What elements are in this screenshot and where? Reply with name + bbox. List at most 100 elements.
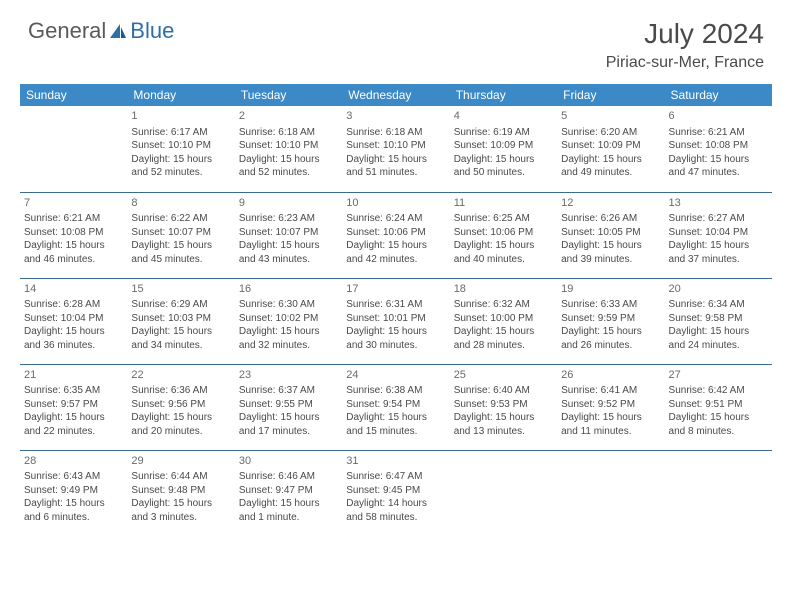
day-number: 31 bbox=[346, 454, 445, 469]
day-info-line: Daylight: 15 hours bbox=[131, 411, 230, 425]
day-info-line: Sunset: 10:00 PM bbox=[454, 312, 553, 326]
day-info-line: Sunset: 9:57 PM bbox=[24, 398, 123, 412]
calendar-day-cell: 12Sunrise: 6:26 AMSunset: 10:05 PMDaylig… bbox=[557, 192, 664, 278]
calendar-week-row: 21Sunrise: 6:35 AMSunset: 9:57 PMDayligh… bbox=[20, 364, 772, 450]
day-info-line: and 11 minutes. bbox=[561, 425, 660, 439]
calendar-day-cell: 20Sunrise: 6:34 AMSunset: 9:58 PMDayligh… bbox=[665, 278, 772, 364]
day-info-line: and 30 minutes. bbox=[346, 339, 445, 353]
day-info-line: Daylight: 15 hours bbox=[239, 153, 338, 167]
calendar-day-cell: 6Sunrise: 6:21 AMSunset: 10:08 PMDayligh… bbox=[665, 106, 772, 192]
day-number: 11 bbox=[454, 196, 553, 211]
calendar-week-row: 1Sunrise: 6:17 AMSunset: 10:10 PMDayligh… bbox=[20, 106, 772, 192]
day-number: 4 bbox=[454, 109, 553, 124]
calendar-day-cell bbox=[450, 450, 557, 536]
weekday-header: Thursday bbox=[450, 84, 557, 106]
day-info-line: and 45 minutes. bbox=[131, 253, 230, 267]
day-number: 6 bbox=[669, 109, 768, 124]
calendar-day-cell: 10Sunrise: 6:24 AMSunset: 10:06 PMDaylig… bbox=[342, 192, 449, 278]
day-number: 22 bbox=[131, 368, 230, 383]
day-info-line: and 6 minutes. bbox=[24, 511, 123, 525]
logo-sail-icon bbox=[108, 22, 128, 40]
day-info-line: Sunset: 10:10 PM bbox=[131, 139, 230, 153]
calendar-day-cell: 18Sunrise: 6:32 AMSunset: 10:00 PMDaylig… bbox=[450, 278, 557, 364]
day-info-line: and 52 minutes. bbox=[131, 166, 230, 180]
day-info-line: Daylight: 15 hours bbox=[24, 497, 123, 511]
day-number: 9 bbox=[239, 196, 338, 211]
day-info-line: Sunrise: 6:29 AM bbox=[131, 298, 230, 312]
day-info-line: Daylight: 15 hours bbox=[561, 153, 660, 167]
day-info-line: and 46 minutes. bbox=[24, 253, 123, 267]
weekday-header: Sunday bbox=[20, 84, 127, 106]
day-info-line: Daylight: 15 hours bbox=[454, 153, 553, 167]
day-info-line: Daylight: 15 hours bbox=[669, 153, 768, 167]
day-number: 23 bbox=[239, 368, 338, 383]
day-number: 24 bbox=[346, 368, 445, 383]
day-info-line: Daylight: 15 hours bbox=[239, 325, 338, 339]
calendar-day-cell: 11Sunrise: 6:25 AMSunset: 10:06 PMDaylig… bbox=[450, 192, 557, 278]
day-info-line: Sunset: 9:48 PM bbox=[131, 484, 230, 498]
day-number: 3 bbox=[346, 109, 445, 124]
day-info-line: Sunrise: 6:28 AM bbox=[24, 298, 123, 312]
day-info-line: and 26 minutes. bbox=[561, 339, 660, 353]
day-number: 2 bbox=[239, 109, 338, 124]
day-info-line: and 50 minutes. bbox=[454, 166, 553, 180]
day-info-line: Sunrise: 6:38 AM bbox=[346, 384, 445, 398]
day-info-line: Sunrise: 6:37 AM bbox=[239, 384, 338, 398]
day-info-line: Sunset: 10:06 PM bbox=[454, 226, 553, 240]
day-info-line: Sunset: 10:09 PM bbox=[454, 139, 553, 153]
calendar-day-cell: 28Sunrise: 6:43 AMSunset: 9:49 PMDayligh… bbox=[20, 450, 127, 536]
day-info-line: Sunrise: 6:31 AM bbox=[346, 298, 445, 312]
day-info-line: Sunset: 9:47 PM bbox=[239, 484, 338, 498]
calendar-day-cell: 17Sunrise: 6:31 AMSunset: 10:01 PMDaylig… bbox=[342, 278, 449, 364]
day-info-line: Daylight: 14 hours bbox=[346, 497, 445, 511]
day-number: 8 bbox=[131, 196, 230, 211]
day-info-line: Daylight: 15 hours bbox=[346, 153, 445, 167]
day-info-line: Sunset: 10:06 PM bbox=[346, 226, 445, 240]
day-number: 30 bbox=[239, 454, 338, 469]
day-info-line: and 28 minutes. bbox=[454, 339, 553, 353]
day-info-line: Daylight: 15 hours bbox=[669, 411, 768, 425]
day-info-line: Sunset: 10:02 PM bbox=[239, 312, 338, 326]
calendar-week-row: 7Sunrise: 6:21 AMSunset: 10:08 PMDayligh… bbox=[20, 192, 772, 278]
calendar-day-cell: 30Sunrise: 6:46 AMSunset: 9:47 PMDayligh… bbox=[235, 450, 342, 536]
weekday-header-row: Sunday Monday Tuesday Wednesday Thursday… bbox=[20, 84, 772, 106]
day-info-line: and 49 minutes. bbox=[561, 166, 660, 180]
month-title: July 2024 bbox=[606, 18, 764, 50]
day-info-line: Sunset: 9:52 PM bbox=[561, 398, 660, 412]
day-info-line: Sunrise: 6:18 AM bbox=[239, 126, 338, 140]
day-info-line: and 42 minutes. bbox=[346, 253, 445, 267]
day-info-line: and 52 minutes. bbox=[239, 166, 338, 180]
logo: General Blue bbox=[28, 18, 174, 44]
weekday-header: Wednesday bbox=[342, 84, 449, 106]
day-info-line: and 13 minutes. bbox=[454, 425, 553, 439]
logo-text-general: General bbox=[28, 18, 106, 44]
day-info-line: Daylight: 15 hours bbox=[239, 239, 338, 253]
calendar-day-cell: 4Sunrise: 6:19 AMSunset: 10:09 PMDayligh… bbox=[450, 106, 557, 192]
day-info-line: Sunset: 10:10 PM bbox=[346, 139, 445, 153]
day-info-line: and 32 minutes. bbox=[239, 339, 338, 353]
day-info-line: Daylight: 15 hours bbox=[669, 239, 768, 253]
calendar-day-cell: 27Sunrise: 6:42 AMSunset: 9:51 PMDayligh… bbox=[665, 364, 772, 450]
day-info-line: Daylight: 15 hours bbox=[346, 239, 445, 253]
day-info-line: Sunrise: 6:41 AM bbox=[561, 384, 660, 398]
day-info-line: Sunset: 9:56 PM bbox=[131, 398, 230, 412]
day-number: 26 bbox=[561, 368, 660, 383]
day-info-line: Sunset: 10:03 PM bbox=[131, 312, 230, 326]
day-info-line: Sunrise: 6:34 AM bbox=[669, 298, 768, 312]
calendar-day-cell bbox=[665, 450, 772, 536]
day-number: 27 bbox=[669, 368, 768, 383]
logo-text-blue: Blue bbox=[130, 18, 174, 44]
day-info-line: Daylight: 15 hours bbox=[346, 325, 445, 339]
day-info-line: Daylight: 15 hours bbox=[131, 325, 230, 339]
day-info-line: and 1 minute. bbox=[239, 511, 338, 525]
day-info-line: Daylight: 15 hours bbox=[239, 497, 338, 511]
day-info-line: and 20 minutes. bbox=[131, 425, 230, 439]
day-info-line: Sunset: 10:10 PM bbox=[239, 139, 338, 153]
day-info-line: Sunrise: 6:24 AM bbox=[346, 212, 445, 226]
day-info-line: and 17 minutes. bbox=[239, 425, 338, 439]
day-info-line: Sunset: 9:54 PM bbox=[346, 398, 445, 412]
calendar-week-row: 28Sunrise: 6:43 AMSunset: 9:49 PMDayligh… bbox=[20, 450, 772, 536]
day-info-line: Daylight: 15 hours bbox=[669, 325, 768, 339]
calendar-day-cell: 26Sunrise: 6:41 AMSunset: 9:52 PMDayligh… bbox=[557, 364, 664, 450]
day-info-line: Daylight: 15 hours bbox=[561, 411, 660, 425]
